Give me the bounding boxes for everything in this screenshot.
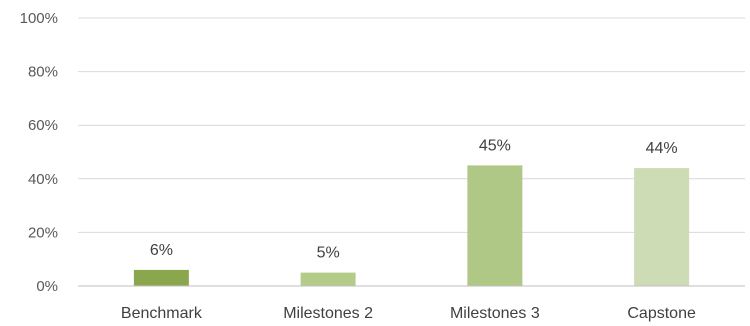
y-tick-label: 80% — [28, 64, 58, 81]
y-axis-tick-labels: 0% 20% 40% 60% 80% 100% — [20, 10, 58, 295]
y-tick-label: 20% — [28, 224, 58, 241]
data-label: 6% — [150, 242, 173, 259]
y-tick-label: 40% — [28, 171, 58, 188]
gridlines — [78, 17, 745, 233]
y-tick-label: 60% — [28, 117, 58, 134]
data-label: 45% — [479, 137, 511, 154]
y-tick-label: 0% — [36, 278, 58, 295]
bars — [133, 165, 690, 286]
bar — [634, 168, 690, 286]
category-label: Benchmark — [121, 305, 203, 322]
bar — [300, 272, 356, 286]
data-label: 44% — [646, 140, 678, 157]
category-label: Milestones 3 — [450, 305, 540, 322]
bar — [133, 269, 189, 286]
y-tick-label: 100% — [20, 10, 58, 27]
category-label: Capstone — [627, 305, 696, 322]
bar — [467, 165, 523, 286]
x-axis-category-labels: Benchmark Milestones 2 Milestones 3 Capston… — [121, 305, 696, 322]
data-label: 5% — [317, 245, 340, 262]
category-label: Milestones 2 — [283, 305, 373, 322]
data-labels: 6% 5% 45% 44% — [150, 137, 678, 261]
